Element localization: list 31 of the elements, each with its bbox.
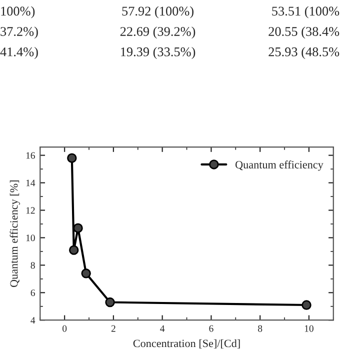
y-tick-label: 4	[30, 317, 36, 324]
y-axis-title: Quantum efficiency [%]	[10, 180, 20, 288]
text: 100%)	[1, 6, 35, 18]
text: 25.93 (48.5%	[268, 47, 340, 59]
point	[73, 223, 83, 233]
point	[302, 300, 312, 310]
point	[67, 153, 77, 163]
y-tick-label: 10	[26, 234, 35, 242]
x-tick-label: 8	[258, 325, 262, 332]
text: 20.55 (38.4%	[268, 26, 340, 39]
text: 19.39 (33.5%)	[121, 47, 196, 59]
y-tick-label: 16	[26, 152, 35, 159]
y-tick-label: 8	[30, 262, 35, 269]
point	[81, 268, 91, 278]
y-tick-label: 12	[26, 207, 35, 214]
text: 37.2%)	[0, 26, 38, 39]
x-tick-label: 4	[160, 325, 165, 332]
y-tick-label: 6	[30, 290, 35, 296]
text: 53.51 (100%	[272, 6, 340, 18]
text: 41.4%)	[0, 47, 38, 59]
x-tick-label: 2	[111, 325, 116, 332]
text: 22.69 (39.2%)	[120, 26, 196, 39]
x-axis-title: Concentration [Se]/[Cd]	[133, 339, 240, 349]
x-tick-label: 10	[304, 325, 314, 332]
text: 57.92 (100%)	[122, 6, 194, 18]
y-tick-label: 14	[26, 180, 36, 186]
point	[105, 297, 115, 308]
point	[68, 245, 79, 255]
legend-label: Quantum efficiency	[236, 160, 324, 171]
x-tick-label: 6	[209, 325, 214, 332]
x-tick-label: 0	[62, 325, 67, 332]
